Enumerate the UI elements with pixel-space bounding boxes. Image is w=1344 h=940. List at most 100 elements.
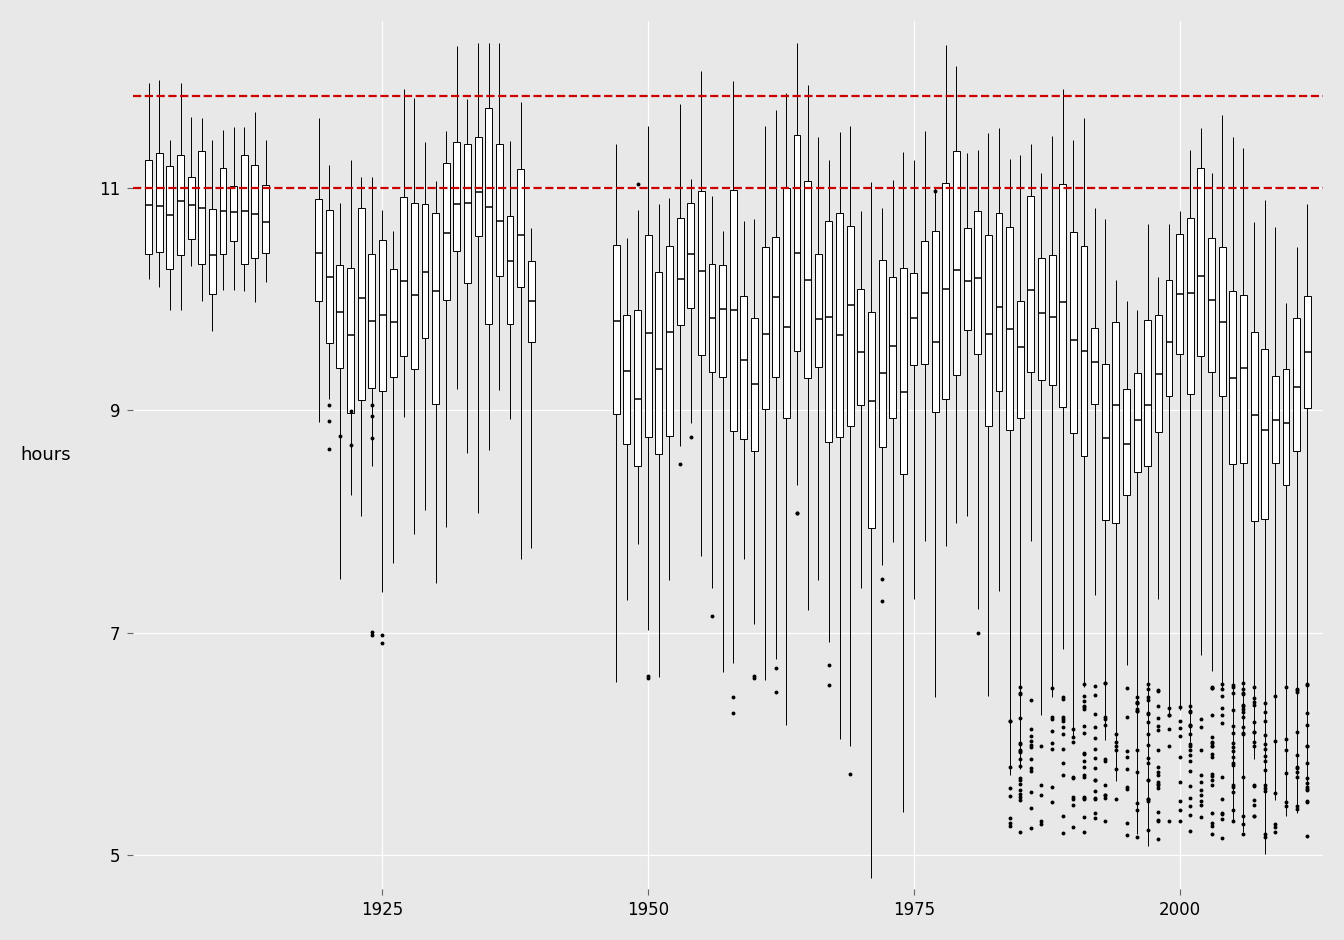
FancyBboxPatch shape [379, 240, 386, 391]
FancyBboxPatch shape [1165, 279, 1172, 396]
FancyBboxPatch shape [698, 191, 704, 354]
FancyBboxPatch shape [390, 269, 396, 377]
FancyBboxPatch shape [814, 254, 821, 367]
FancyBboxPatch shape [773, 238, 780, 377]
FancyBboxPatch shape [1282, 368, 1289, 485]
FancyBboxPatch shape [219, 168, 227, 255]
FancyBboxPatch shape [730, 190, 737, 431]
FancyBboxPatch shape [741, 296, 747, 439]
FancyBboxPatch shape [762, 247, 769, 409]
FancyBboxPatch shape [910, 274, 918, 365]
FancyBboxPatch shape [784, 188, 790, 418]
FancyBboxPatch shape [1241, 295, 1247, 463]
FancyBboxPatch shape [325, 210, 333, 343]
FancyBboxPatch shape [1048, 256, 1055, 385]
Y-axis label: hours: hours [22, 446, 71, 463]
FancyBboxPatch shape [496, 145, 503, 276]
FancyBboxPatch shape [1113, 321, 1120, 524]
FancyBboxPatch shape [262, 185, 269, 253]
FancyBboxPatch shape [1293, 319, 1300, 451]
FancyBboxPatch shape [890, 276, 896, 417]
FancyBboxPatch shape [145, 160, 152, 254]
FancyBboxPatch shape [676, 218, 684, 324]
FancyBboxPatch shape [316, 199, 323, 301]
FancyBboxPatch shape [358, 209, 364, 400]
FancyBboxPatch shape [1038, 258, 1044, 380]
FancyBboxPatch shape [528, 261, 535, 342]
FancyBboxPatch shape [645, 235, 652, 437]
FancyBboxPatch shape [156, 153, 163, 252]
FancyBboxPatch shape [474, 137, 481, 236]
FancyBboxPatch shape [199, 150, 206, 263]
FancyBboxPatch shape [347, 268, 353, 413]
FancyBboxPatch shape [1144, 321, 1152, 466]
FancyBboxPatch shape [613, 245, 620, 415]
FancyBboxPatch shape [804, 180, 810, 378]
FancyBboxPatch shape [1070, 231, 1077, 433]
FancyBboxPatch shape [708, 264, 715, 372]
FancyBboxPatch shape [1219, 246, 1226, 396]
FancyBboxPatch shape [942, 182, 949, 400]
FancyBboxPatch shape [825, 221, 832, 442]
FancyBboxPatch shape [624, 315, 630, 444]
FancyBboxPatch shape [931, 231, 938, 412]
FancyBboxPatch shape [751, 318, 758, 451]
FancyBboxPatch shape [1124, 389, 1130, 494]
FancyBboxPatch shape [453, 142, 461, 251]
FancyBboxPatch shape [1059, 183, 1066, 407]
FancyBboxPatch shape [1007, 227, 1013, 430]
FancyBboxPatch shape [868, 312, 875, 528]
FancyBboxPatch shape [836, 213, 843, 437]
FancyBboxPatch shape [442, 163, 450, 301]
FancyBboxPatch shape [857, 290, 864, 404]
FancyBboxPatch shape [985, 235, 992, 426]
FancyBboxPatch shape [411, 203, 418, 369]
FancyBboxPatch shape [1251, 332, 1258, 521]
FancyBboxPatch shape [188, 177, 195, 239]
FancyBboxPatch shape [1176, 234, 1183, 354]
FancyBboxPatch shape [879, 259, 886, 447]
FancyBboxPatch shape [1154, 316, 1161, 432]
FancyBboxPatch shape [485, 107, 492, 324]
FancyBboxPatch shape [1271, 376, 1278, 462]
FancyBboxPatch shape [507, 216, 513, 323]
FancyBboxPatch shape [422, 204, 429, 338]
FancyBboxPatch shape [208, 209, 216, 294]
FancyBboxPatch shape [433, 212, 439, 404]
FancyBboxPatch shape [177, 155, 184, 255]
FancyBboxPatch shape [1017, 301, 1024, 417]
FancyBboxPatch shape [401, 196, 407, 356]
FancyBboxPatch shape [719, 264, 726, 378]
FancyBboxPatch shape [1261, 350, 1269, 520]
FancyBboxPatch shape [964, 227, 970, 330]
FancyBboxPatch shape [1208, 238, 1215, 372]
FancyBboxPatch shape [1027, 196, 1035, 372]
FancyBboxPatch shape [1134, 373, 1141, 473]
FancyBboxPatch shape [230, 186, 237, 241]
FancyBboxPatch shape [336, 265, 344, 368]
FancyBboxPatch shape [251, 165, 258, 258]
FancyBboxPatch shape [996, 213, 1003, 391]
FancyBboxPatch shape [921, 241, 927, 364]
FancyBboxPatch shape [167, 166, 173, 270]
FancyBboxPatch shape [1091, 328, 1098, 403]
FancyBboxPatch shape [1081, 246, 1087, 456]
FancyBboxPatch shape [464, 145, 470, 283]
FancyBboxPatch shape [656, 272, 663, 454]
FancyBboxPatch shape [368, 255, 375, 388]
FancyBboxPatch shape [900, 269, 907, 474]
FancyBboxPatch shape [1102, 365, 1109, 520]
FancyBboxPatch shape [1187, 218, 1193, 394]
FancyBboxPatch shape [517, 168, 524, 288]
FancyBboxPatch shape [974, 212, 981, 353]
FancyBboxPatch shape [953, 150, 960, 375]
FancyBboxPatch shape [1230, 291, 1236, 463]
FancyBboxPatch shape [687, 203, 694, 308]
FancyBboxPatch shape [847, 227, 853, 427]
FancyBboxPatch shape [667, 246, 673, 436]
FancyBboxPatch shape [793, 134, 801, 351]
FancyBboxPatch shape [1304, 296, 1310, 409]
FancyBboxPatch shape [634, 310, 641, 466]
FancyBboxPatch shape [1198, 168, 1204, 356]
FancyBboxPatch shape [241, 155, 247, 264]
